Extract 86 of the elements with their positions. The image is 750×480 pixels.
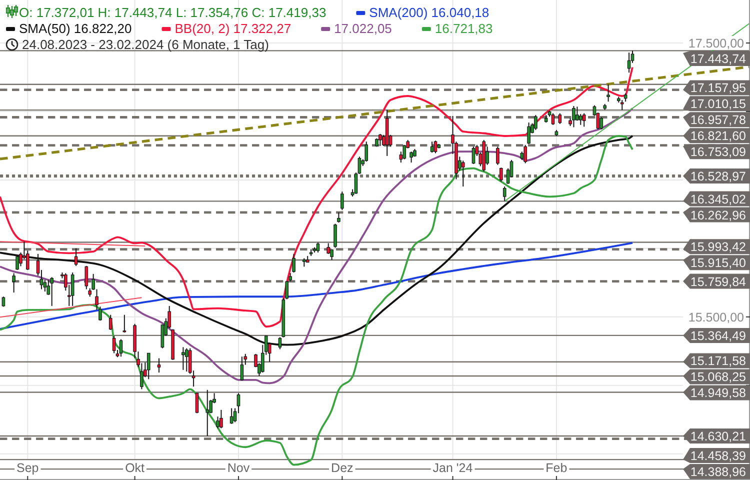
candlestick <box>206 389 210 437</box>
ref-line-label: 16.345,02 <box>690 192 746 206</box>
candlestick <box>195 392 199 414</box>
candlestick <box>182 346 185 370</box>
candlestick <box>578 113 582 126</box>
legend-label: SMA(50) 16.822,20 <box>19 21 132 36</box>
ref-line-label: 16.753,09 <box>690 145 746 160</box>
candlestick <box>216 416 220 429</box>
candlestick <box>119 338 123 358</box>
candlestick <box>326 242 330 254</box>
candlestick <box>551 112 555 126</box>
ref-line-label: 17.443,74 <box>690 52 746 66</box>
candlestick <box>558 112 562 124</box>
x-tick-label: Nov <box>227 461 250 475</box>
candlestick <box>16 254 19 270</box>
candlestick <box>230 408 234 424</box>
candlestick <box>606 84 610 102</box>
candlestick <box>12 272 16 294</box>
candlestick <box>582 112 586 128</box>
candlestick <box>157 358 161 373</box>
candlestick <box>364 141 368 162</box>
ref-line-label: 14.949,58 <box>690 386 746 400</box>
ref-line-label: 15.171,58 <box>690 354 746 368</box>
candlestick <box>524 144 527 164</box>
candlestick <box>434 140 438 154</box>
candlestick <box>576 106 579 122</box>
legend-label: 16.721,83 <box>434 21 493 36</box>
ref-line-label: 16.262,96 <box>690 208 746 222</box>
ref-line-label: 15.364,49 <box>690 328 746 343</box>
ref-line-label: 15.993,42 <box>690 240 746 254</box>
candlestick <box>472 146 476 164</box>
candlestick <box>337 212 340 224</box>
legend-label: SMA(200) 16.040,18 <box>369 5 490 20</box>
candlestick <box>240 356 244 382</box>
y-tick-label: 15.500,00 <box>688 310 744 324</box>
ref-line-label: 14.630,21 <box>690 430 746 444</box>
candlestick <box>122 314 126 334</box>
candlestick <box>500 167 503 182</box>
line-series <box>0 108 634 384</box>
x-tick-label: Okt <box>125 461 146 475</box>
candlestick <box>378 133 382 146</box>
ref-line-label: 17.010,15 <box>690 97 746 112</box>
candlestick <box>184 348 188 372</box>
ref-line-label: 15.759,84 <box>690 274 746 289</box>
candlestick <box>112 335 116 354</box>
line-series <box>0 66 634 328</box>
candlestick <box>70 272 74 306</box>
ref-line-label: 15.915,40 <box>690 256 746 270</box>
candlestick <box>600 116 604 130</box>
candlestick <box>334 223 337 248</box>
candlestick <box>146 352 150 380</box>
line-series <box>0 242 634 330</box>
candlestick <box>620 99 624 111</box>
candlestick <box>316 242 320 254</box>
candlestick <box>534 114 538 130</box>
x-tick-label: Sep <box>16 461 39 475</box>
ref-line-label: 15.068,25 <box>690 370 746 384</box>
candlestick <box>340 191 344 210</box>
candlestick <box>140 362 144 390</box>
y-tick-label: 17.500,00 <box>688 36 744 50</box>
candlestick <box>572 105 576 128</box>
candlestick <box>527 122 530 144</box>
candlestick <box>461 160 465 188</box>
candlestick <box>410 151 413 164</box>
candlestick <box>402 144 406 160</box>
candlestick <box>220 409 223 429</box>
ref-line-label: 16.528,97 <box>690 169 746 184</box>
x-tick-label: Jan '24 <box>432 461 473 475</box>
candlestick <box>496 146 500 166</box>
text: 24.08.2023 - 23.02.2024 (6 Monate, 1 Tag) <box>22 37 269 52</box>
legend-label: BB(20, 2) 17.322,27 <box>174 21 292 36</box>
annotation: O: 17.372,01 H: 17.443,74 L: 17.354,76 C: 17.419,33 <box>19 5 326 20</box>
legend-label: 17.022,05 <box>334 21 392 36</box>
candlestick <box>292 253 296 274</box>
ref-line-label: 16.957,78 <box>690 113 746 128</box>
ref-line-label: 16.821,60 <box>690 129 746 144</box>
candlestick <box>502 186 506 202</box>
candlestick <box>50 276 54 306</box>
ref-line-label: 14.388,96 <box>690 465 746 479</box>
ref-line-label: 17.157,95 <box>690 81 746 96</box>
candlestick <box>84 265 88 290</box>
candlestick <box>430 141 434 154</box>
ref-line-label: 14.458,39 <box>690 449 746 464</box>
x-tick-label: Dez <box>331 461 354 475</box>
x-tick-label: Feb <box>546 461 568 475</box>
candlestick <box>108 314 112 330</box>
